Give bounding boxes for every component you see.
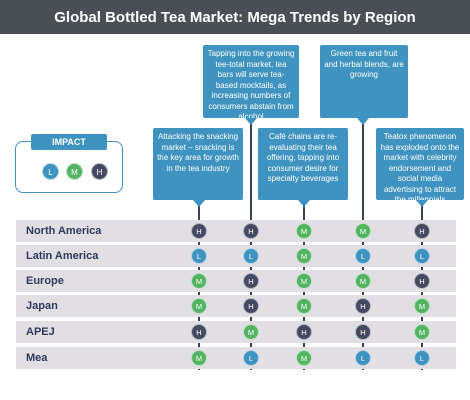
impact-low-dot: L (355, 248, 371, 264)
region-label: Europe (26, 275, 64, 287)
legend-medium-dot: M (66, 163, 83, 180)
impact-high-dot: H (243, 223, 259, 239)
trend-text-3: Café chains are re-evaluating their tea … (266, 132, 340, 183)
trend-line-4 (362, 118, 364, 370)
callout-pointer-4 (357, 118, 369, 125)
impact-medium-dot: M (191, 350, 207, 366)
trend-callout-5: Teatox phenomenon has exploded onto the … (376, 128, 464, 204)
callout-pointer-3 (298, 200, 310, 207)
trend-line-2 (250, 118, 252, 370)
region-label: Latin America (26, 250, 99, 262)
impact-high-dot: H (243, 298, 259, 314)
trend-text-4: Green tea and fruit and herbal blends, a… (324, 49, 404, 79)
impact-medium-dot: M (355, 273, 371, 289)
region-label: APEJ (26, 326, 55, 338)
impact-low-dot: L (243, 248, 259, 264)
trend-text-2: Tapping into the growing tee-total marke… (207, 49, 295, 121)
impact-medium-dot: M (191, 298, 207, 314)
trend-callout-1: Attacking the snacking market – snacking… (153, 128, 243, 200)
region-row (16, 220, 456, 242)
impact-low-dot: L (414, 248, 430, 264)
impact-high-dot: H (243, 273, 259, 289)
callout-pointer-5 (416, 200, 428, 207)
region-row (16, 270, 456, 292)
region-row (16, 321, 456, 343)
impact-high-dot: H (355, 298, 371, 314)
page-title: Global Bottled Tea Market: Mega Trends b… (0, 0, 470, 34)
region-row (16, 295, 456, 317)
impact-medium-dot: M (355, 223, 371, 239)
impact-medium-dot: M (296, 273, 312, 289)
trend-text-5: Teatox phenomenon has exploded onto the … (380, 132, 460, 204)
impact-medium-dot: M (296, 298, 312, 314)
impact-high-dot: H (414, 223, 430, 239)
impact-high-dot: H (191, 223, 207, 239)
region-label: Japan (26, 300, 58, 312)
callout-pointer-1 (193, 200, 205, 207)
region-row (16, 347, 456, 369)
impact-medium-dot: M (296, 350, 312, 366)
trend-text-1: Attacking the snacking market – snacking… (157, 132, 239, 173)
impact-high-dot: H (414, 273, 430, 289)
impact-high-dot: H (191, 324, 207, 340)
impact-high-dot: H (355, 324, 371, 340)
impact-medium-dot: M (243, 324, 259, 340)
region-label: North America (26, 225, 102, 237)
impact-high-dot: H (296, 324, 312, 340)
trend-callout-2: Tapping into the growing tee-total marke… (203, 45, 299, 121)
legend-high-dot: H (91, 163, 108, 180)
impact-low-dot: L (355, 350, 371, 366)
impact-medium-dot: M (296, 248, 312, 264)
trend-callout-4: Green tea and fruit and herbal blends, a… (320, 45, 408, 118)
impact-medium-dot: M (191, 273, 207, 289)
region-label: Mea (26, 352, 48, 364)
impact-medium-dot: M (414, 324, 430, 340)
impact-low-dot: L (191, 248, 207, 264)
callout-pointer-2 (245, 118, 257, 125)
legend-low-dot: L (42, 163, 59, 180)
impact-medium-dot: M (296, 223, 312, 239)
trend-callout-3: Café chains are re-evaluating their tea … (258, 128, 348, 200)
impact-low-dot: L (414, 350, 430, 366)
impact-low-dot: L (243, 350, 259, 366)
impact-medium-dot: M (414, 298, 430, 314)
legend-title: IMPACT (31, 134, 107, 150)
region-row (16, 245, 456, 267)
